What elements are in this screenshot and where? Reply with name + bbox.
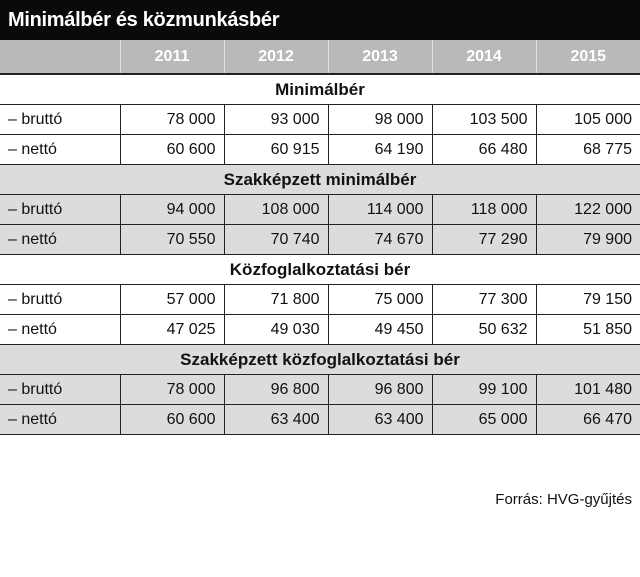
table-cell: 49 450	[327, 314, 432, 345]
row-label: – nettó	[0, 134, 120, 165]
header-corner	[0, 40, 120, 75]
table-cell: 93 000	[223, 104, 328, 135]
table-cell: 79 150	[535, 284, 640, 315]
table-cell: 60 915	[223, 134, 328, 165]
table-row: – bruttó 57 000 71 800 75 000 77 300 79 …	[0, 284, 640, 315]
wage-table: 2011 2012 2013 2014 2015 Minimálbér – br…	[0, 40, 640, 435]
table-row: – nettó 60 600 60 915 64 190 66 480 68 7…	[0, 134, 640, 165]
row-label: – bruttó	[0, 374, 120, 405]
table-cell: 70 740	[223, 224, 328, 255]
table-cell: 64 190	[327, 134, 432, 165]
table-cell: 105 000	[535, 104, 640, 135]
table-cell: 96 800	[223, 374, 328, 405]
section-title: Közfoglalkoztatási bér	[0, 254, 640, 285]
table-cell: 47 025	[119, 314, 224, 345]
column-header-2011: 2011	[119, 40, 224, 75]
table-cell: 79 900	[535, 224, 640, 255]
row-label: – bruttó	[0, 194, 120, 225]
table-row: – bruttó 94 000 108 000 114 000 118 000 …	[0, 194, 640, 225]
table-cell: 99 100	[431, 374, 536, 405]
table-cell: 122 000	[535, 194, 640, 225]
section-minimalber: Minimálbér – bruttó 78 000 93 000 98 000…	[0, 74, 640, 165]
table-cell: 65 000	[431, 404, 536, 435]
table-cell: 101 480	[535, 374, 640, 405]
table-cell: 118 000	[431, 194, 536, 225]
table-cell: 78 000	[119, 104, 224, 135]
row-label: – bruttó	[0, 284, 120, 315]
table-cell: 49 030	[223, 314, 328, 345]
row-label: – nettó	[0, 314, 120, 345]
table-cell: 75 000	[327, 284, 432, 315]
table-cell: 71 800	[223, 284, 328, 315]
table-cell: 74 670	[327, 224, 432, 255]
table-cell: 63 400	[223, 404, 328, 435]
section-szakkepzett-kozfoglalkoztatasi-ber: Szakképzett közfoglalkoztatási bér – bru…	[0, 344, 640, 435]
table-cell: 60 600	[119, 134, 224, 165]
section-kozfoglalkoztatasi-ber: Közfoglalkoztatási bér – bruttó 57 000 7…	[0, 254, 640, 345]
column-header-2012: 2012	[223, 40, 328, 75]
table-cell: 78 000	[119, 374, 224, 405]
table-cell: 57 000	[119, 284, 224, 315]
source-note: Forrás: HVG-gyűjtés	[495, 491, 632, 508]
table-cell: 51 850	[535, 314, 640, 345]
column-header-2015: 2015	[535, 40, 640, 75]
table-cell: 68 775	[535, 134, 640, 165]
table-row: – nettó 70 550 70 740 74 670 77 290 79 9…	[0, 224, 640, 255]
table-cell: 77 300	[431, 284, 536, 315]
section-szakkepzett-minimalber: Szakképzett minimálbér – bruttó 94 000 1…	[0, 164, 640, 255]
table-cell: 63 400	[327, 404, 432, 435]
table-cell: 94 000	[119, 194, 224, 225]
row-label: – nettó	[0, 224, 120, 255]
row-label: – nettó	[0, 404, 120, 435]
column-header-2014: 2014	[431, 40, 536, 75]
table-row: – bruttó 78 000 96 800 96 800 99 100 101…	[0, 374, 640, 405]
column-header-2013: 2013	[327, 40, 432, 75]
row-label: – bruttó	[0, 104, 120, 135]
table-cell: 77 290	[431, 224, 536, 255]
chart-title: Minimálbér és közmunkásbér	[0, 0, 640, 40]
table-cell: 60 600	[119, 404, 224, 435]
table-cell: 66 480	[431, 134, 536, 165]
table-row: – nettó 47 025 49 030 49 450 50 632 51 8…	[0, 314, 640, 345]
table-cell: 96 800	[327, 374, 432, 405]
section-title: Szakképzett minimálbér	[0, 164, 640, 195]
table-cell: 50 632	[431, 314, 536, 345]
section-title: Minimálbér	[0, 74, 640, 105]
table-row: – bruttó 78 000 93 000 98 000 103 500 10…	[0, 104, 640, 135]
table-cell: 103 500	[431, 104, 536, 135]
table-cell: 114 000	[327, 194, 432, 225]
table-cell: 70 550	[119, 224, 224, 255]
header-row: 2011 2012 2013 2014 2015	[0, 40, 640, 75]
section-title: Szakképzett közfoglalkoztatási bér	[0, 344, 640, 375]
table-cell: 66 470	[535, 404, 640, 435]
table-row: – nettó 60 600 63 400 63 400 65 000 66 4…	[0, 404, 640, 435]
table-cell: 108 000	[223, 194, 328, 225]
table-cell: 98 000	[327, 104, 432, 135]
